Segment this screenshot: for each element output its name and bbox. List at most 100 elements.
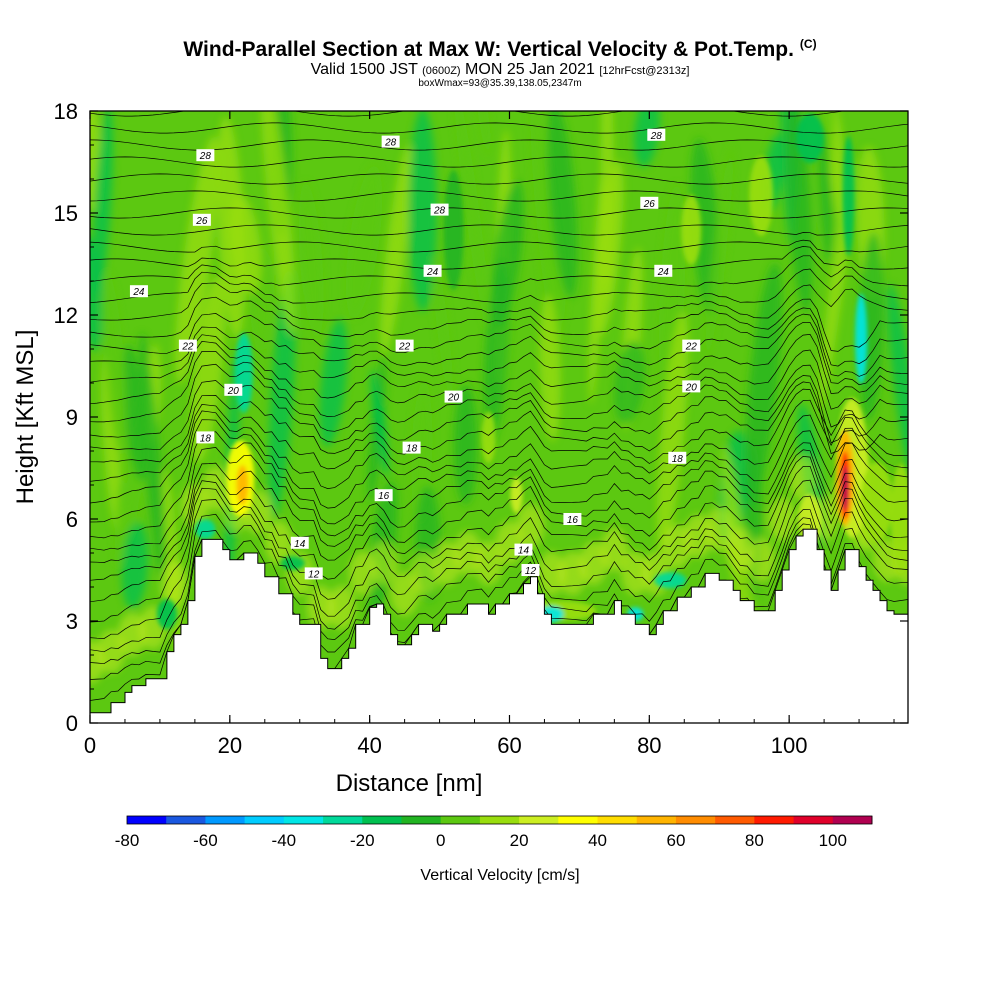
theta-contour [90, 363, 908, 438]
x-tick-label: 0 [84, 733, 96, 758]
terrain [89, 528, 909, 724]
theta-contour [90, 349, 908, 423]
colorbar-tick-label: -60 [193, 831, 218, 850]
velocity-streak [115, 480, 126, 565]
colorbar-tick-label: 40 [588, 831, 607, 850]
contour-label: 16 [378, 491, 390, 502]
theta-contour [90, 255, 908, 287]
contour-label: 28 [433, 206, 446, 217]
colorbar-swatch [754, 816, 795, 824]
contour-label: 22 [398, 342, 411, 353]
velocity-streak [139, 332, 167, 592]
theta-contour [90, 509, 908, 653]
contour-label-box [196, 431, 215, 444]
velocity-blob [789, 456, 818, 501]
velocity-streak [887, 283, 908, 488]
y-tick-label: 12 [54, 303, 78, 328]
contour-label-box [563, 513, 582, 525]
contour-label: 14 [518, 546, 530, 557]
velocity-streak [319, 319, 348, 447]
contour-label-box [290, 536, 309, 549]
colorbar-swatch [479, 816, 520, 824]
contour-label-box [444, 390, 463, 403]
velocity-streak [539, 294, 561, 442]
theta-contour [90, 449, 908, 563]
theta-contour [90, 313, 908, 377]
velocity-feature [749, 156, 774, 236]
colorbar-tick-label: -80 [115, 831, 140, 850]
velocity-streak [121, 522, 149, 610]
contour-label-box [668, 451, 687, 464]
velocity-feature [195, 519, 216, 540]
colorbar-swatch [244, 816, 285, 824]
contour-label: 28 [650, 131, 663, 142]
theta-contour [90, 465, 908, 603]
velocity-blob [747, 537, 776, 582]
theta-contour [90, 190, 908, 202]
velocity-feature [156, 599, 177, 630]
theta-contour [90, 442, 908, 551]
velocity-feature [855, 293, 868, 384]
y-tick-label: 3 [66, 609, 78, 634]
theta-contour [90, 111, 846, 117]
colorbar-swatch [362, 816, 402, 824]
velocity-streak [547, 111, 578, 299]
velocity-streak [818, 127, 833, 265]
theta-contour [90, 307, 908, 367]
x-tick-label: 40 [357, 733, 381, 758]
velocity-streak [190, 275, 226, 464]
colorbar-tick-label: 80 [745, 831, 764, 850]
theta-contour [90, 173, 908, 185]
theta-contour [90, 268, 908, 304]
contour-label: 28 [384, 138, 397, 149]
y-tick-label: 15 [54, 201, 78, 226]
theta-contour [90, 246, 908, 270]
contour-label-box [129, 285, 148, 298]
velocity-streak [475, 111, 491, 156]
colorbar-swatch [440, 816, 481, 824]
contour-label-box [514, 543, 533, 556]
colorbar-tick-label: -20 [350, 831, 375, 850]
contour-label: 18 [406, 444, 418, 455]
velocity-blob [369, 541, 398, 586]
velocity-blob [600, 527, 629, 572]
velocity-feature [234, 332, 253, 413]
velocity-feature [236, 465, 249, 505]
velocity-streak [595, 160, 624, 337]
colorbar-tick-label: -40 [272, 831, 297, 850]
velocity-streak [492, 180, 524, 327]
y-axis-label: Height [Kft MSL] [12, 330, 39, 505]
colorbar-tick-label: 0 [436, 831, 445, 850]
velocity-feature [443, 170, 464, 290]
velocity-feature [891, 464, 908, 574]
y-tick-label: 6 [66, 507, 78, 532]
velocity-feature [510, 477, 523, 514]
contour-label: 20 [685, 382, 698, 393]
velocity-blob [96, 629, 125, 674]
x-tick-label: 20 [218, 733, 242, 758]
velocity-streak [656, 310, 689, 555]
velocity-blob [201, 466, 230, 511]
velocity-blob [159, 561, 188, 606]
theta-contour [90, 296, 908, 352]
colorbar-swatch [636, 816, 677, 824]
contour-label: 16 [567, 515, 579, 526]
contour-label: 24 [132, 287, 145, 298]
contour-label-box [374, 489, 393, 502]
contour-label-box [304, 567, 323, 580]
theta-contour [90, 479, 908, 623]
velocity-blob [516, 503, 545, 548]
velocity-blob [579, 541, 608, 586]
y-tick-label: 18 [54, 99, 78, 124]
y-tick-label: 0 [66, 711, 78, 736]
chart-title: Wind-Parallel Section at Max W: Vertical… [183, 37, 817, 61]
colorbar-swatch [283, 816, 324, 824]
velocity-streak [101, 355, 122, 534]
contour-label-box [640, 196, 659, 209]
velocity-feature [654, 572, 687, 589]
colorbar-title: Vertical Velocity [cm/s] [420, 867, 579, 884]
theta-contour [90, 224, 908, 236]
theta-contour [90, 388, 908, 482]
velocity-streak [634, 111, 660, 167]
